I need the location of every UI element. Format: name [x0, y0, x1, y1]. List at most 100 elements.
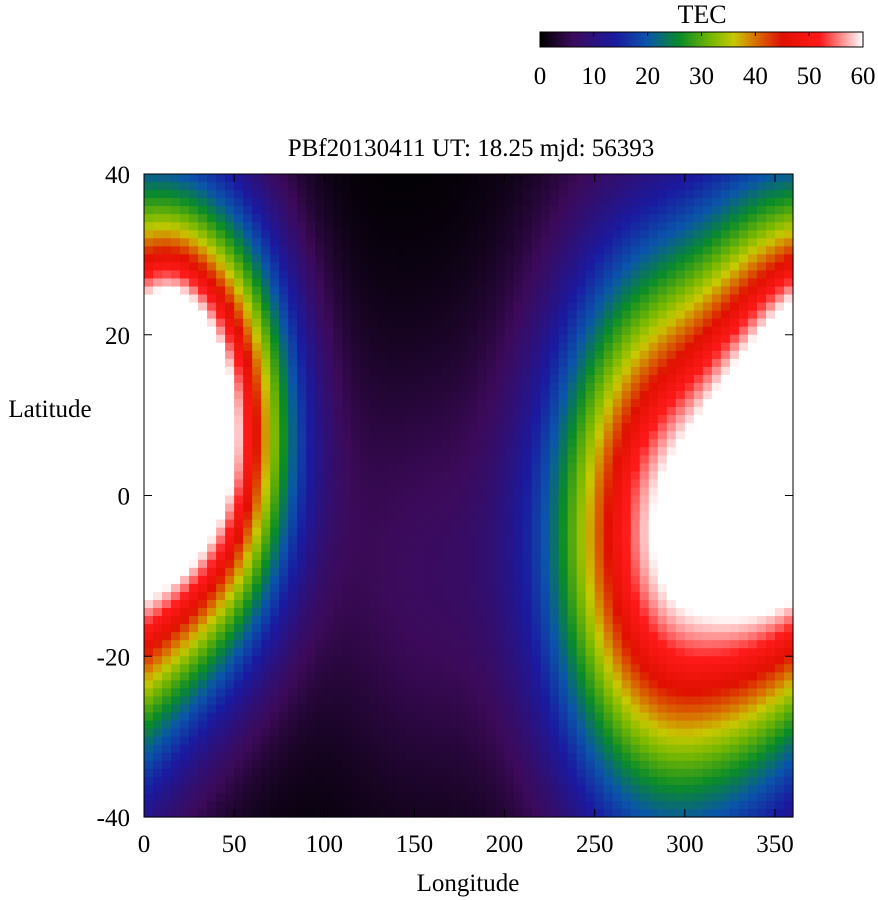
heatmap-cell	[414, 543, 425, 553]
heatmap-cell	[369, 559, 379, 569]
heatmap-cell	[675, 318, 686, 328]
heatmap-cell	[450, 519, 461, 529]
heatmap-cell	[603, 632, 614, 641]
heatmap-cell	[342, 624, 352, 633]
heatmap-cell	[243, 575, 253, 585]
heatmap-cell	[558, 535, 569, 545]
heatmap-cell	[522, 776, 533, 786]
heatmap-cell	[684, 736, 695, 746]
heatmap-cell	[567, 495, 578, 505]
heatmap-cell	[684, 487, 695, 497]
heatmap-cell	[630, 624, 641, 633]
heatmap-cell	[594, 230, 605, 239]
heatmap-cell	[405, 214, 416, 223]
heatmap-cell	[504, 455, 515, 464]
heatmap-cell	[531, 382, 542, 392]
heatmap-cell	[585, 190, 596, 199]
heatmap-cell	[324, 431, 334, 440]
heatmap-cell	[423, 519, 434, 529]
heatmap-cell	[702, 262, 713, 272]
heatmap-cell	[342, 415, 352, 424]
heatmap-cell	[477, 624, 488, 633]
heatmap-cell	[630, 206, 641, 215]
heatmap-cell	[459, 415, 470, 424]
heatmap-cell	[576, 206, 587, 215]
heatmap-cell	[252, 632, 262, 641]
heatmap-cell	[522, 391, 533, 400]
heatmap-cell	[207, 198, 217, 207]
heatmap-cell	[369, 768, 379, 778]
heatmap-cell	[414, 391, 425, 400]
heatmap-cell	[459, 270, 470, 280]
heatmap-cell	[252, 599, 262, 609]
heatmap-cell	[486, 784, 497, 794]
heatmap-cell	[666, 487, 677, 497]
heatmap-cell	[369, 479, 379, 489]
heatmap-cell	[531, 254, 542, 264]
heatmap-cell	[468, 720, 479, 730]
heatmap-cell	[630, 431, 641, 440]
heatmap-cell	[585, 495, 596, 505]
heatmap-cell	[315, 190, 325, 199]
heatmap-cell	[405, 808, 416, 818]
heatmap-cell	[405, 656, 416, 665]
heatmap-cell	[297, 423, 307, 432]
heatmap-cell	[396, 415, 406, 424]
heatmap-cell	[675, 704, 686, 714]
heatmap-cell	[369, 608, 379, 617]
heatmap-cell	[540, 720, 551, 730]
heatmap-cell	[558, 206, 569, 215]
heatmap-cell	[531, 190, 542, 199]
heatmap-cell	[351, 423, 361, 432]
heatmap-cell	[396, 238, 406, 247]
heatmap-cell	[396, 174, 406, 183]
heatmap-cell	[234, 278, 244, 288]
heatmap-cell	[684, 624, 695, 633]
heatmap-cell	[144, 511, 154, 521]
heatmap-cell	[144, 752, 154, 762]
heatmap-cell	[360, 182, 370, 191]
heatmap-cell	[513, 447, 524, 456]
heatmap-cell	[387, 624, 397, 633]
heatmap-cell	[648, 776, 659, 786]
heatmap-cell	[387, 246, 397, 255]
heatmap-cell	[603, 736, 614, 746]
heatmap-cell	[630, 399, 641, 408]
heatmap-cell	[432, 640, 443, 649]
heatmap-cell	[675, 768, 686, 778]
heatmap-cell	[594, 198, 605, 207]
heatmap-cell	[351, 431, 361, 440]
heatmap-cell	[567, 270, 578, 280]
heatmap-cell	[252, 334, 262, 344]
heatmap-cell	[648, 310, 659, 320]
heatmap-cell	[450, 342, 461, 352]
heatmap-cell	[693, 326, 704, 336]
heatmap-cell	[639, 391, 650, 400]
heatmap-cell	[675, 463, 686, 472]
heatmap-cell	[666, 310, 677, 320]
heatmap-cell	[432, 664, 443, 673]
heatmap-cell	[306, 656, 316, 665]
heatmap-cell	[513, 407, 524, 416]
heatmap-cell	[513, 294, 524, 304]
heatmap-cell	[171, 190, 181, 199]
heatmap-cell	[522, 559, 533, 569]
heatmap-cell	[477, 599, 488, 609]
heatmap-cell	[216, 230, 226, 239]
heatmap-cell	[243, 519, 253, 529]
heatmap-cell	[549, 342, 560, 352]
heatmap-cell	[648, 174, 659, 183]
heatmap-cell	[603, 752, 614, 762]
heatmap-cell	[207, 672, 217, 681]
heatmap-cell	[378, 624, 388, 633]
heatmap-cell	[531, 704, 542, 714]
heatmap-cell	[288, 784, 298, 794]
heatmap-cell	[468, 374, 479, 384]
heatmap-cell	[477, 423, 488, 432]
heatmap-cell	[342, 495, 352, 505]
heatmap-cell	[558, 672, 569, 681]
heatmap-cell	[207, 800, 217, 810]
heatmap-cell	[567, 278, 578, 288]
heatmap-cell	[351, 270, 361, 280]
